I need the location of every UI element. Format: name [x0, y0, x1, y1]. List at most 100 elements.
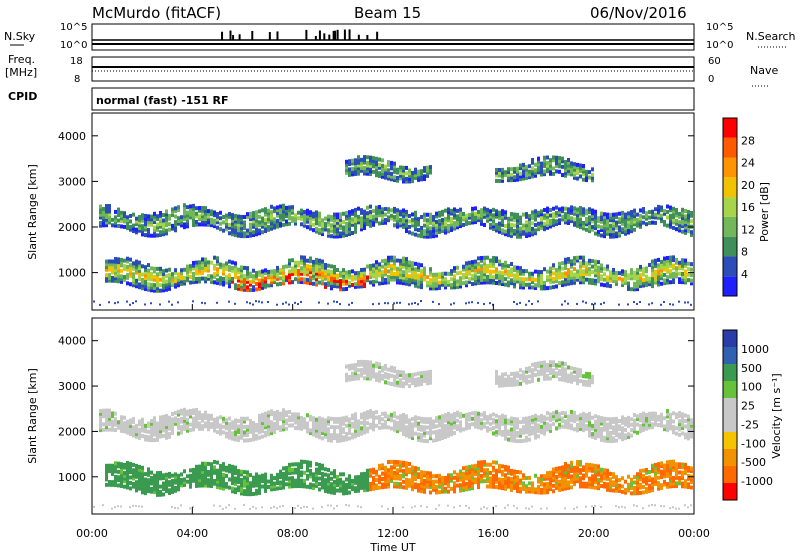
heatmap-cell	[564, 274, 567, 279]
heatmap-cell	[276, 282, 279, 287]
heatmap-cell	[333, 425, 336, 430]
heatmap-cell	[555, 163, 558, 168]
heatmap-cell	[225, 420, 228, 425]
heatmap-cell	[444, 424, 447, 429]
heatmap-cell	[561, 266, 564, 271]
heatmap-cell	[678, 220, 681, 225]
heatmap-cell	[213, 428, 216, 433]
heatmap-cell	[321, 262, 324, 267]
heatmap-cell	[537, 162, 540, 167]
heatmap-cell	[321, 281, 324, 286]
heatmap-cell	[432, 280, 435, 285]
heatmap-cell	[414, 270, 417, 275]
heatmap-cell	[492, 468, 495, 473]
heatmap-cell	[618, 211, 621, 216]
heatmap-cell	[360, 166, 363, 171]
heatmap-cell	[405, 464, 408, 469]
heatmap-cell	[630, 287, 633, 292]
heatmap-cell	[615, 281, 618, 286]
heatmap-cell	[600, 225, 603, 230]
heatmap-cell	[672, 217, 675, 222]
heatmap-cell	[420, 268, 423, 273]
heatmap-cell	[405, 223, 408, 228]
heatmap-cell	[489, 277, 492, 282]
heatmap-cell	[243, 223, 246, 228]
heatmap-cell	[438, 479, 441, 484]
heatmap-cell	[261, 479, 264, 484]
heatmap-cell	[327, 214, 330, 219]
heatmap-cell	[507, 468, 510, 473]
heatmap-cell	[585, 211, 588, 216]
heatmap-cell	[102, 206, 105, 211]
heatmap-cell	[273, 217, 276, 222]
heatmap-cell	[417, 472, 420, 477]
heatmap-cell	[249, 486, 252, 491]
heatmap-cell	[327, 230, 330, 235]
heatmap-cell	[468, 411, 471, 416]
heatmap-cell	[444, 216, 447, 221]
heatmap-cell	[375, 472, 378, 477]
heatmap-cell	[648, 221, 651, 226]
heatmap-cell	[669, 221, 672, 226]
heatmap-cell	[378, 213, 381, 218]
heatmap-cell	[474, 278, 477, 283]
heatmap-cell	[561, 173, 564, 178]
heatmap-cell	[684, 217, 687, 222]
heatmap-cell	[306, 258, 309, 263]
heatmap-cell	[501, 222, 504, 227]
heatmap-cell	[465, 275, 468, 280]
heatmap-cell	[228, 466, 231, 471]
heatmap-cell	[117, 265, 120, 270]
heatmap-cell	[237, 477, 240, 482]
heatmap-cell	[534, 173, 537, 178]
heatmap-cell	[486, 213, 489, 218]
heatmap-cell	[216, 485, 219, 490]
heatmap-cell	[105, 469, 108, 474]
heatmap-cell	[345, 488, 348, 493]
heatmap-cell	[462, 217, 465, 222]
heatmap-cell	[225, 465, 228, 470]
heatmap-cell	[246, 438, 249, 443]
heatmap-cell	[417, 382, 420, 387]
heatmap-cell	[291, 423, 294, 428]
heatmap-cell	[357, 157, 360, 162]
heatmap-cell	[105, 482, 108, 487]
heatmap-cell	[558, 281, 561, 286]
heatmap-cell	[141, 428, 144, 433]
heatmap-cell	[264, 425, 267, 430]
heatmap-cell	[252, 276, 255, 281]
heatmap-cell	[474, 469, 477, 474]
heatmap-cell	[159, 431, 162, 436]
heatmap-cell	[180, 408, 183, 413]
heatmap-cell	[108, 422, 111, 427]
heatmap-cell	[465, 261, 468, 266]
heatmap-cell	[525, 175, 528, 180]
heatmap-cell	[654, 258, 657, 263]
heatmap-cell	[318, 280, 321, 285]
heatmap-cell	[267, 410, 270, 415]
heatmap-cell	[252, 230, 255, 235]
heatmap-cell	[615, 215, 618, 220]
heatmap-cell	[381, 466, 384, 471]
heatmap-cell	[165, 433, 168, 438]
heatmap-cell	[159, 426, 162, 431]
heatmap-cell	[147, 435, 150, 440]
heatmap-cell	[549, 266, 552, 271]
heatmap-cell	[444, 415, 447, 420]
heatmap-cell	[324, 271, 327, 276]
heatmap-cell	[240, 433, 243, 438]
heatmap-cell	[234, 269, 237, 274]
heatmap-cell	[213, 459, 216, 464]
heatmap-cell	[267, 484, 270, 489]
heatmap-cell	[315, 215, 318, 220]
heatmap-cell	[492, 482, 495, 487]
heatmap-cell	[639, 264, 642, 269]
heatmap-cell	[366, 160, 369, 165]
heatmap-cell	[192, 478, 195, 483]
heatmap-cell	[654, 280, 657, 285]
heatmap-cell	[222, 416, 225, 421]
heatmap-cell	[399, 460, 402, 465]
heatmap-cell	[300, 277, 303, 282]
heatmap-cell	[369, 374, 372, 379]
heatmap-cell	[228, 424, 231, 429]
